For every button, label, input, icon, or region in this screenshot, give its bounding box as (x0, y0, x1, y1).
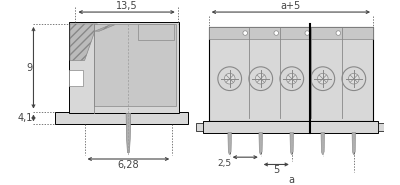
Circle shape (286, 73, 297, 84)
Polygon shape (352, 132, 356, 154)
Bar (69, 22, 178, 113)
Text: 6,28: 6,28 (118, 160, 139, 170)
Text: a: a (289, 175, 295, 185)
Polygon shape (196, 123, 203, 131)
Text: 9: 9 (26, 63, 32, 73)
Bar (69, 70, 83, 86)
Circle shape (243, 31, 248, 35)
Circle shape (249, 67, 273, 90)
Polygon shape (228, 132, 232, 154)
Polygon shape (70, 24, 97, 60)
Polygon shape (126, 113, 131, 153)
Bar (94, 24, 176, 106)
Circle shape (311, 67, 335, 90)
Polygon shape (290, 132, 294, 154)
Bar (209, 27, 373, 39)
Text: a+5: a+5 (281, 1, 301, 11)
Circle shape (305, 31, 310, 35)
Polygon shape (95, 25, 115, 31)
Bar (209, 27, 373, 121)
Polygon shape (259, 132, 262, 154)
Text: 13,5: 13,5 (116, 1, 137, 11)
Bar (138, 24, 174, 40)
Circle shape (274, 31, 278, 35)
Circle shape (348, 73, 359, 84)
Text: 5: 5 (273, 165, 279, 175)
Circle shape (255, 73, 266, 84)
Bar (203, 121, 378, 132)
Text: 2,5: 2,5 (217, 159, 231, 168)
Text: 4,1: 4,1 (17, 113, 32, 123)
Circle shape (318, 73, 328, 84)
Circle shape (280, 67, 304, 90)
Circle shape (224, 73, 235, 84)
Circle shape (336, 31, 340, 35)
Polygon shape (321, 132, 325, 154)
Circle shape (218, 67, 242, 90)
Polygon shape (378, 123, 386, 131)
Bar (55, 112, 188, 124)
Circle shape (342, 67, 366, 90)
